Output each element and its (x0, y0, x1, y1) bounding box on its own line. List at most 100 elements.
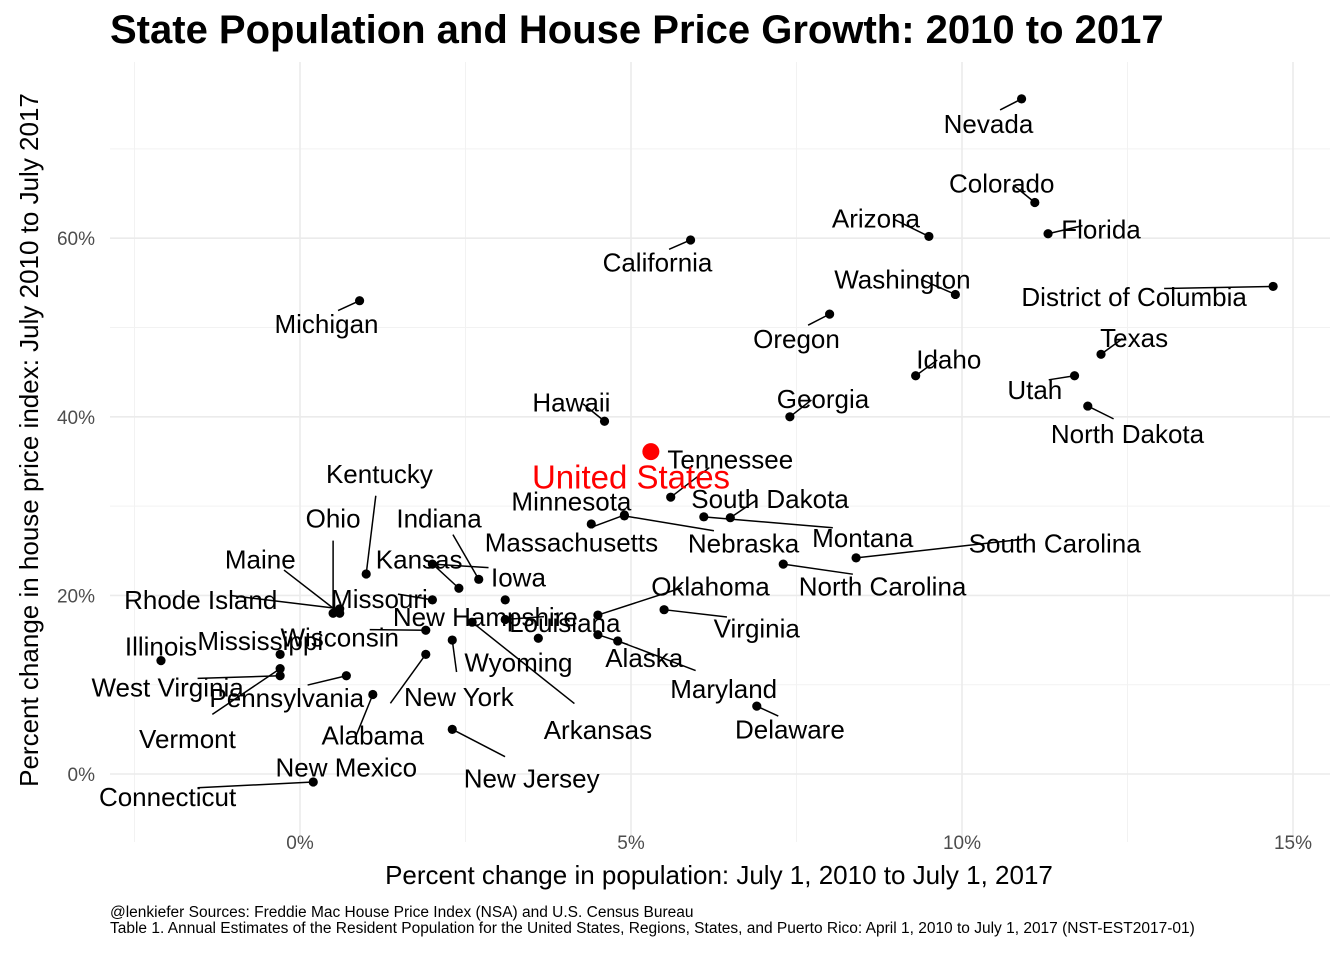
leader-line (1087, 405, 1114, 420)
point-label: Tennessee (667, 445, 793, 475)
point-label: New York (404, 682, 515, 712)
leader-line (432, 563, 489, 569)
leader-line (670, 466, 710, 498)
leader-line (451, 639, 458, 673)
leader-line (197, 781, 314, 789)
leader-line (664, 608, 728, 618)
leader-line (452, 534, 480, 580)
point-label: Ohio (306, 504, 361, 534)
point-label: Georgia (777, 384, 870, 414)
leader-line (920, 278, 956, 296)
leader-line (211, 668, 281, 716)
leader-line (505, 615, 545, 621)
data-point (533, 633, 543, 643)
leader-line (451, 728, 506, 758)
point-label: Mississippi (197, 626, 323, 656)
point-label: Delaware (735, 714, 845, 744)
data-point (500, 595, 510, 605)
point-label: Pennsylvania (209, 683, 364, 713)
leader-line (197, 675, 281, 680)
data-point (447, 724, 457, 734)
leader-line (365, 495, 377, 575)
data-point (593, 630, 603, 640)
point-label: Hawaii (532, 388, 610, 418)
point-label: New Jersey (464, 763, 600, 793)
point-label: Alaska (605, 643, 684, 673)
leader-line (1047, 224, 1083, 235)
point-label: Oklahoma (651, 571, 770, 601)
data-point (447, 635, 457, 645)
leader-line (354, 694, 374, 738)
leader-line (471, 621, 575, 705)
data-point (924, 231, 934, 242)
data-point (467, 617, 477, 627)
data-point (500, 614, 510, 625)
point-label: Washington (834, 264, 970, 294)
point-labels: Nevada Colorado Arizona Florida California Wa… (91, 109, 1247, 812)
point-label: Wyoming (464, 647, 572, 677)
data-point (421, 625, 431, 635)
data-point (474, 574, 484, 584)
point-label: Texas (1100, 323, 1168, 353)
data-points (156, 94, 1278, 787)
x-axis-title: Percent change in population: July 1, 20… (385, 860, 1053, 890)
point-label: Florida (1061, 214, 1141, 244)
x-axis-ticks: 0% 5% 10% 15% (286, 833, 1312, 854)
leader-line (855, 538, 1025, 559)
point-label: New Hampshire (393, 602, 578, 632)
y-tick-label: 20% (57, 586, 95, 607)
point-label: North Carolina (799, 571, 967, 601)
x-tick-label: 15% (1274, 833, 1312, 854)
united-states-label: United States (532, 459, 730, 496)
leader-line (894, 218, 930, 238)
leader-line (729, 499, 757, 519)
point-label: Nebraska (688, 529, 800, 559)
data-point (427, 559, 437, 569)
data-point (156, 655, 166, 666)
data-point (593, 610, 603, 620)
grid-lines (110, 62, 1330, 842)
point-label: Michigan (274, 309, 378, 339)
united-states-point (642, 443, 660, 461)
leader-line (432, 563, 460, 589)
data-point (341, 671, 351, 681)
x-tick-label: 5% (617, 833, 645, 854)
point-label: Missouri (331, 584, 428, 614)
caption-line-1: @lenkiefer Sources: Freddie Mac House Pr… (110, 904, 694, 921)
data-point (308, 777, 318, 787)
data-point (335, 604, 345, 614)
point-label: Utah (1007, 375, 1062, 405)
leader-line (617, 640, 696, 672)
y-tick-label: 0% (68, 765, 96, 786)
data-point (275, 664, 285, 674)
leader-line (389, 653, 427, 704)
leader-line (369, 628, 426, 631)
point-label: Vermont (139, 724, 237, 754)
data-point (1016, 94, 1027, 104)
data-point (361, 569, 371, 579)
x-tick-label: 0% (286, 833, 314, 854)
point-label: Indiana (396, 504, 482, 534)
point-label: Kansas (376, 545, 463, 575)
point-label: Connecticut (99, 782, 237, 812)
point-label: Alabama (322, 721, 425, 751)
data-point (785, 412, 795, 422)
data-point (586, 519, 596, 529)
data-point (454, 583, 464, 593)
point-label: Illinois (125, 631, 197, 661)
y-tick-label: 60% (57, 229, 95, 250)
leader-line (783, 563, 853, 575)
point-label: North Dakota (1051, 419, 1205, 449)
source-caption: @lenkiefer Sources: Freddie Mac House Pr… (110, 905, 1195, 937)
data-point (421, 649, 431, 659)
point-label: Iowa (491, 563, 546, 593)
leader-line (283, 569, 341, 614)
point-label: Wisconsin (280, 622, 398, 652)
leader-line (1012, 184, 1036, 204)
data-point (1030, 197, 1040, 208)
data-point (778, 559, 788, 569)
data-point (368, 689, 378, 700)
leader-line (597, 587, 683, 616)
point-label: Oregon (753, 324, 840, 354)
data-point (825, 309, 835, 319)
